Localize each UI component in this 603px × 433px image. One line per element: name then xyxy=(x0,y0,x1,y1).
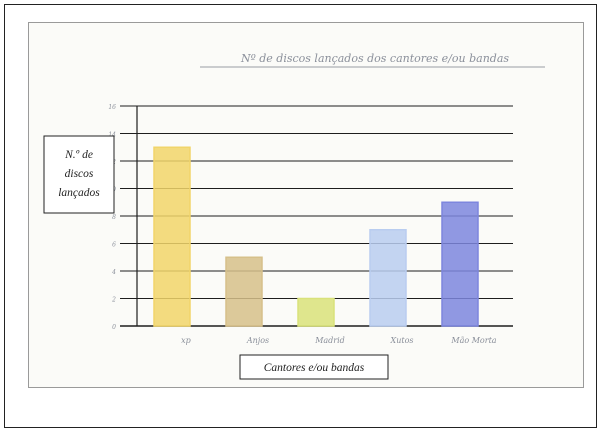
y-axis-label-box: N.º de discos lançados xyxy=(43,135,115,214)
y-tick-label: 0 xyxy=(112,324,116,331)
bar xyxy=(369,229,407,327)
x-tick-label: xp xyxy=(181,336,191,345)
y-axis-label-line-1: N.º de xyxy=(64,149,93,161)
y-tick-label: 16 xyxy=(108,104,116,111)
x-tick-label: Mão Morta xyxy=(450,336,496,345)
bar xyxy=(225,256,263,327)
y-axis-label-line-3: lançados xyxy=(58,187,100,199)
x-tick-label: Xutos xyxy=(390,336,414,345)
chart-title: Nº de discos lançados dos cantores e/ou … xyxy=(240,52,509,65)
scanned-paper xyxy=(28,22,584,388)
bar xyxy=(153,146,191,327)
x-tick-labels: xp Anjos Madrid Xutos Mão Morta xyxy=(181,336,497,345)
x-axis-label: Cantores e/ou bandas xyxy=(264,362,365,374)
y-tick-label: 8 xyxy=(112,214,116,221)
bar xyxy=(297,297,335,327)
y-tick-label: 6 xyxy=(112,242,116,249)
y-tick-label: 4 xyxy=(111,269,116,276)
bars xyxy=(153,146,479,327)
x-axis-label-box: Cantores e/ou bandas xyxy=(239,354,389,380)
y-axis-label-line-2: discos xyxy=(65,168,94,180)
y-tick-label: 2 xyxy=(111,297,116,304)
x-tick-label: Anjos xyxy=(246,336,269,345)
bar xyxy=(441,201,479,327)
y-tick-label: 14 xyxy=(108,132,116,139)
x-tick-label: Madrid xyxy=(314,336,345,345)
